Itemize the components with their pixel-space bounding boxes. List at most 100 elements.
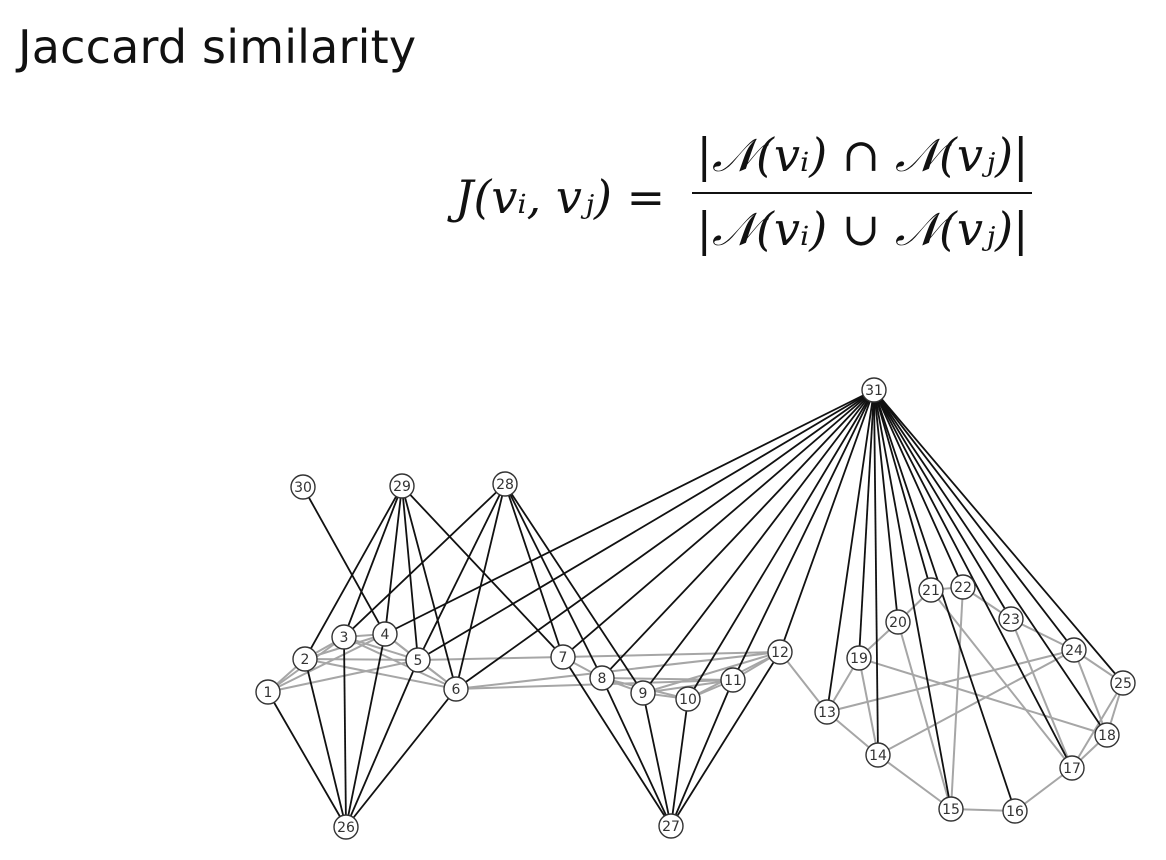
gray-edge-24-18 (1073, 649, 1108, 736)
gray-edge-20-15 (897, 621, 952, 810)
gray-edge-12-13 (779, 651, 828, 713)
black-edge-26-1 (267, 691, 347, 828)
gray-edge-3-5 (343, 636, 419, 661)
black-edge-31-24 (873, 389, 1075, 651)
node-label: 17 (1063, 761, 1081, 777)
node-26: 26 (333, 814, 359, 840)
node-2: 2 (292, 646, 318, 672)
black-edge-31-11 (732, 389, 875, 681)
node-28: 28 (492, 471, 518, 497)
node-circle (1002, 798, 1028, 824)
node-circle (885, 609, 911, 635)
black-edge-31-21 (873, 389, 932, 591)
node-label: 28 (496, 477, 514, 493)
node-14: 14 (865, 742, 891, 768)
node-3: 3 (331, 624, 357, 650)
node-circle (938, 796, 964, 822)
node-label: 22 (954, 580, 972, 596)
node-circle (630, 680, 656, 706)
node-circle (333, 814, 359, 840)
node-label: 2 (301, 652, 310, 668)
node-circle (290, 474, 316, 500)
black-edge-31-25 (873, 389, 1124, 684)
black-edge-31-7 (562, 389, 875, 658)
node-13: 13 (814, 699, 840, 725)
gray-edge-19-14 (858, 657, 879, 756)
node-circle (1061, 637, 1087, 663)
black-edge-28-3 (343, 483, 506, 638)
black-edge-29-2 (304, 485, 403, 660)
black-edge-31-14 (873, 389, 879, 756)
black-edge-31-12 (779, 389, 875, 653)
node-7: 7 (550, 644, 576, 670)
black-edge-28-7 (504, 483, 564, 658)
node-label: 16 (1006, 804, 1024, 820)
node-circle (331, 624, 357, 650)
node-label: 13 (818, 705, 836, 721)
black-edges (267, 389, 1124, 828)
black-edge-27-7 (562, 656, 672, 827)
gray-edge-9-12 (642, 651, 781, 694)
node-label: 3 (340, 630, 349, 646)
node-8: 8 (589, 665, 615, 691)
node-circle (292, 646, 318, 672)
node-27: 27 (658, 813, 684, 839)
black-edge-29-6 (401, 485, 457, 690)
node-label: 6 (452, 682, 461, 698)
node-label: 9 (639, 686, 648, 702)
black-edge-27-11 (670, 679, 734, 827)
node-label: 26 (337, 820, 355, 836)
gray-edge-14-24 (877, 649, 1075, 756)
node-22: 22 (950, 574, 976, 600)
black-edge-31-16 (873, 389, 1016, 812)
node-circle (865, 742, 891, 768)
node-label: 21 (922, 583, 940, 599)
black-edge-31-8 (601, 389, 875, 679)
node-19: 19 (846, 645, 872, 671)
node-circle (1059, 755, 1085, 781)
gray-edge-2-5 (304, 658, 419, 661)
gray-edge-5-7 (417, 656, 564, 661)
node-31: 31 (861, 377, 887, 403)
node-23: 23 (998, 606, 1024, 632)
node-24: 24 (1061, 637, 1087, 663)
black-edge-29-7 (401, 485, 564, 658)
black-edge-28-8 (504, 483, 603, 679)
black-edge-30-4 (302, 486, 386, 635)
node-11: 11 (720, 667, 746, 693)
node-label: 4 (381, 627, 390, 643)
node-circle (255, 679, 281, 705)
node-9: 9 (630, 680, 656, 706)
black-edge-28-6 (455, 483, 506, 690)
black-edge-29-3 (343, 485, 403, 638)
node-29: 29 (389, 473, 415, 499)
node-label: 27 (662, 819, 680, 835)
formula-lhs: J(vᵢ, vⱼ) = (455, 170, 666, 224)
gray-edge-1-5 (267, 659, 419, 693)
node-label: 29 (393, 479, 411, 495)
node-30: 30 (290, 474, 316, 500)
node-circle (405, 647, 431, 673)
node-10: 10 (675, 686, 701, 712)
black-edge-31-17 (873, 389, 1073, 769)
node-label: 8 (598, 671, 607, 687)
node-label: 25 (1114, 676, 1132, 692)
black-edge-31-19 (858, 389, 875, 659)
node-circle (675, 686, 701, 712)
node-label: 10 (679, 692, 697, 708)
black-edge-31-20 (873, 389, 899, 623)
black-edge-31-18 (873, 389, 1108, 736)
black-edge-29-4 (384, 485, 403, 635)
node-label: 30 (294, 480, 312, 496)
node-15: 15 (938, 796, 964, 822)
page-title: Jaccard similarity (18, 20, 417, 74)
black-edge-31-4 (384, 389, 875, 635)
node-circle (443, 676, 469, 702)
node-circle (814, 699, 840, 725)
node-label: 11 (724, 673, 742, 689)
black-edge-27-8 (601, 677, 672, 827)
formula-denominator: |𝒩(vᵢ) ∪ 𝒩(vⱼ)| (696, 202, 1029, 256)
node-25: 25 (1110, 670, 1136, 696)
node-label: 24 (1065, 643, 1083, 659)
